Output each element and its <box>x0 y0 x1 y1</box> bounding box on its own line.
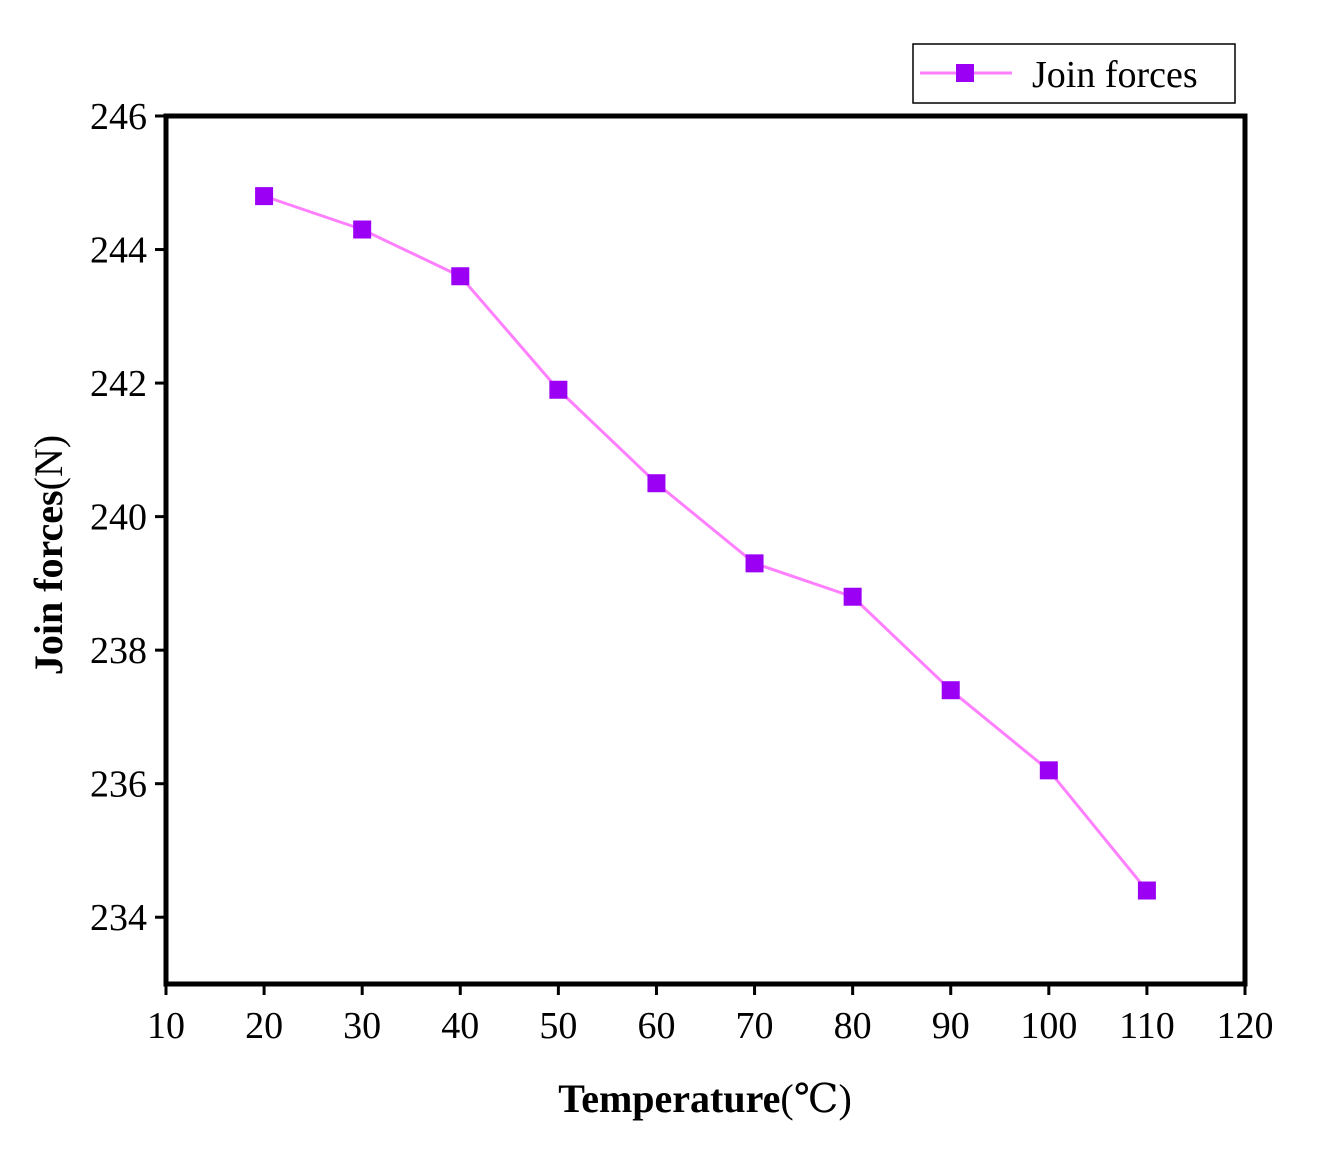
y-tick-label: 242 <box>90 363 147 405</box>
series-layer <box>255 187 1156 900</box>
y-axis-title-text: Join forces <box>26 490 71 675</box>
data-point <box>647 474 666 493</box>
legend-marker-swatch <box>956 64 974 82</box>
x-tick-label: 10 <box>147 1005 185 1047</box>
legend: Join forces <box>912 43 1236 104</box>
x-tick-label: 110 <box>1119 1005 1175 1047</box>
x-tick-label: 40 <box>441 1005 479 1047</box>
x-tick-label: 90 <box>932 1005 970 1047</box>
x-axis-title-unit: (℃) <box>780 1076 851 1121</box>
y-tick-label: 246 <box>90 96 147 138</box>
x-axis-title: Temperature(℃) <box>558 1076 852 1121</box>
x-axis-title-text: Temperature <box>558 1076 780 1121</box>
y-tick-label: 236 <box>90 764 147 806</box>
y-tick-label: 240 <box>90 497 147 539</box>
y-tick-label: 234 <box>90 897 147 939</box>
data-point <box>1137 881 1156 900</box>
y-axis-title-unit: (N) <box>26 435 71 491</box>
data-point <box>843 587 862 606</box>
series-line <box>263 194 1149 892</box>
x-tick-label: 70 <box>736 1005 774 1047</box>
x-tick-label: 30 <box>343 1005 381 1047</box>
x-tick-label: 100 <box>1020 1005 1077 1047</box>
data-point <box>745 554 764 573</box>
y-tick-label: 244 <box>90 230 147 272</box>
legend-label: Join forces <box>1032 54 1198 96</box>
plot-frame <box>163 113 1248 987</box>
x-tick-label: 120 <box>1217 1005 1274 1047</box>
data-point <box>549 380 568 399</box>
data-point <box>1039 761 1058 780</box>
x-tick-label: 80 <box>834 1005 872 1047</box>
data-point <box>353 220 372 239</box>
x-tick-label: 20 <box>245 1005 283 1047</box>
y-tick-label: 238 <box>90 630 147 672</box>
data-point <box>941 681 960 700</box>
x-tick-label: 60 <box>637 1005 675 1047</box>
x-tick-label: 50 <box>539 1005 577 1047</box>
data-point <box>451 267 470 286</box>
y-axis-title: Join forces(N) <box>26 435 71 675</box>
ticks-layer: 10 20 30 40 50 60 70 80 90 100 110 120 234 236 238 240 2… <box>90 96 1274 1047</box>
data-point <box>255 187 274 206</box>
